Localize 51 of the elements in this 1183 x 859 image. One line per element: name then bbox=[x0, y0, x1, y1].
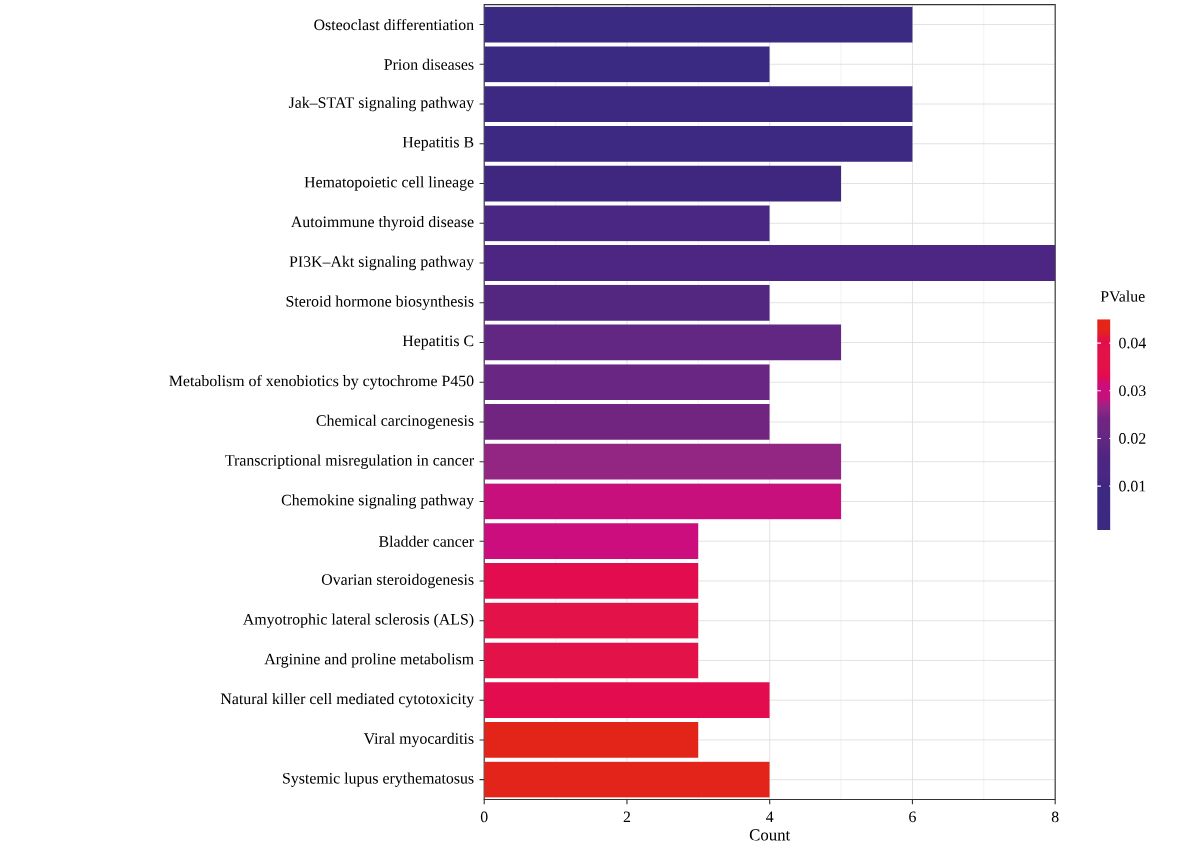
color-bar-label: 0.04 bbox=[1119, 337, 1146, 349]
x-tick-label: 6 bbox=[909, 811, 916, 823]
y-tick-label: Prion diseases bbox=[384, 58, 474, 70]
x-tick-label: 0 bbox=[480, 811, 488, 823]
bar bbox=[484, 761, 770, 798]
y-tick-label: Systemic lupus erythematosus bbox=[283, 772, 474, 787]
bar bbox=[484, 364, 770, 400]
x-tick-label: 4 bbox=[766, 811, 774, 822]
y-tick-label: Arginine and proline metabolism bbox=[264, 653, 474, 668]
bar bbox=[484, 403, 770, 440]
x-tick-label: 2 bbox=[623, 811, 631, 822]
color-bar-label: 0.02 bbox=[1119, 432, 1146, 444]
bar bbox=[484, 46, 770, 83]
bar bbox=[484, 443, 842, 480]
bar bbox=[484, 205, 770, 242]
bar bbox=[484, 125, 913, 162]
y-tick-label: Transcriptional misregulation in cancer bbox=[225, 454, 474, 469]
y-tick-label: Viral myocarditis bbox=[363, 732, 474, 748]
y-tick-label: Metabolism of xenobiotics by cytochrome P450 bbox=[169, 374, 474, 390]
color-bar-label: 0.01 bbox=[1119, 480, 1146, 492]
bar bbox=[484, 483, 842, 520]
y-tick-label: Hepatitis B bbox=[402, 136, 474, 151]
bar bbox=[484, 86, 913, 122]
y-tick-label: Hepatitis C bbox=[402, 335, 474, 350]
y-tick-label: Hematopoietic cell lineage bbox=[304, 176, 474, 191]
y-tick-label: Ovarian steroidogenesis bbox=[321, 573, 474, 589]
y-tick-label: Chemokine signaling pathway bbox=[281, 494, 475, 509]
color-bar-label: 0.03 bbox=[1119, 385, 1146, 397]
bar bbox=[484, 562, 699, 599]
y-tick-label: PI3K–Akt signaling pathway bbox=[289, 255, 475, 271]
bar bbox=[484, 721, 699, 758]
y-tick-label: Natural killer cell mediated cytotoxicity bbox=[220, 692, 475, 708]
y-tick-label: Autoimmune thyroid disease bbox=[290, 215, 474, 231]
y-tick-label: Steroid hormone biosynthesis bbox=[286, 295, 474, 310]
y-tick-label: Chemical carcinogenesis bbox=[316, 414, 474, 430]
bar bbox=[484, 602, 699, 639]
bar bbox=[484, 6, 913, 43]
y-tick-label: Jak–STAT signaling pathway bbox=[288, 96, 475, 112]
y-tick-label: Bladder cancer bbox=[378, 535, 474, 547]
y-tick-label: Osteoclast differentiation bbox=[314, 18, 474, 31]
bar bbox=[484, 642, 699, 679]
x-tick-label: 8 bbox=[1051, 811, 1059, 823]
bar bbox=[484, 244, 1056, 281]
color-bar-title: PValue bbox=[1100, 290, 1145, 302]
y-tick-label: Amyotrophic lateral sclerosis (ALS) bbox=[243, 613, 474, 628]
x-axis-title: Count bbox=[749, 829, 791, 841]
bar bbox=[484, 682, 770, 718]
bar bbox=[484, 284, 770, 321]
bar bbox=[484, 324, 842, 361]
bar bbox=[484, 165, 842, 202]
bar bbox=[484, 523, 699, 559]
